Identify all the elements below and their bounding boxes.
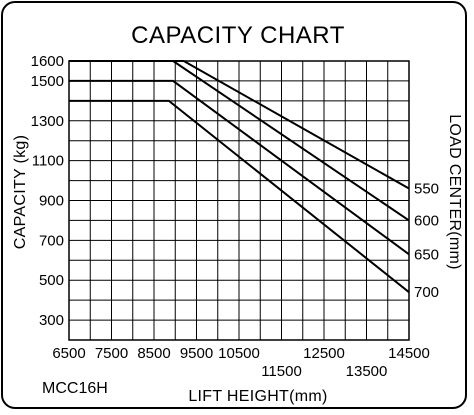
y-tick-label: 1500	[31, 73, 64, 90]
x-tick-label: 12500	[303, 345, 345, 362]
y-tick-label: 700	[39, 232, 64, 249]
x-tick-label: 9500	[180, 345, 213, 362]
x-tick-label: 11500	[261, 363, 302, 380]
capacity-line-700	[69, 99, 410, 293]
y-axis-label: CAPACITY (kg)	[12, 135, 29, 249]
x-tick-label: 7500	[95, 345, 128, 362]
capacity-line-650	[69, 79, 410, 256]
y-tick-label: 1600	[31, 53, 64, 70]
load-center-label-650: 650	[414, 246, 439, 263]
capacity-line-600	[69, 60, 410, 222]
load-center-label-600: 600	[414, 212, 439, 229]
y-tick-label: 1300	[31, 113, 64, 130]
right-axis-label: LOAD CENTER(mm)	[446, 114, 463, 270]
tick-labels: 1600 1500 1300 1100 900 700 500 300 6500 7500 8500…	[31, 53, 430, 380]
capacity-lines	[69, 60, 410, 293]
y-tick-label: 500	[39, 272, 64, 289]
x-tick-label: 13500	[346, 363, 388, 380]
x-tick-label: 14500	[388, 345, 430, 362]
load-center-label-550: 550	[414, 181, 439, 198]
y-tick-label: 300	[39, 312, 64, 329]
x-tick-label: 8500	[137, 345, 170, 362]
x-tick-label: 10500	[218, 345, 260, 362]
model-label: MCC16H	[42, 380, 108, 397]
x-tick-label: 6500	[52, 345, 85, 362]
x-axis-label: LIFT HEIGHT(mm)	[188, 388, 327, 405]
y-tick-label: 1100	[32, 153, 64, 170]
chart-grid	[68, 60, 410, 341]
chart-title: CAPACITY CHART	[131, 22, 345, 49]
load-center-label-700: 700	[414, 284, 439, 301]
y-tick-label: 900	[39, 193, 64, 210]
load-center-labels: 550 600 650 700	[414, 181, 439, 302]
chart-frame	[1, 1, 467, 409]
plot-border	[68, 60, 410, 341]
